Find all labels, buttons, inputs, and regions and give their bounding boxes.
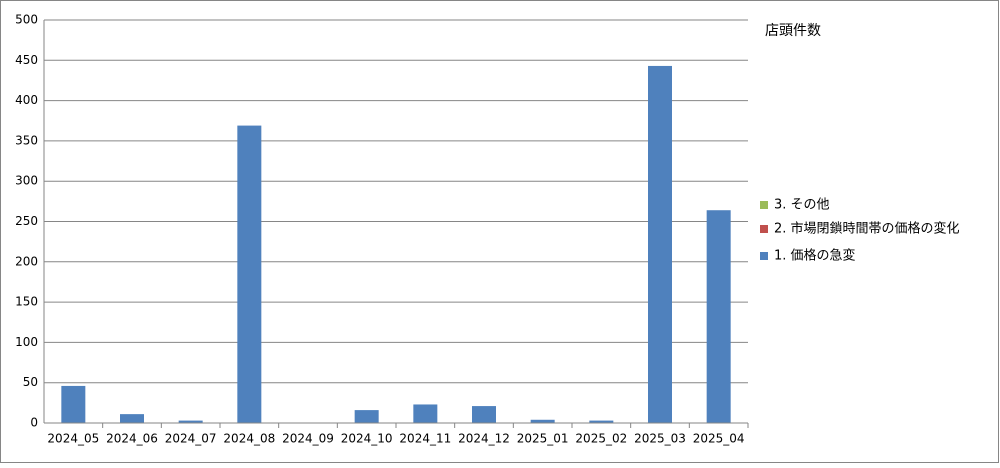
y-tick-label: 150 xyxy=(15,295,38,309)
x-tick-label: 2025_01 xyxy=(517,432,569,446)
legend-swatch xyxy=(760,252,768,260)
x-tick-label: 2024_07 xyxy=(165,432,217,446)
y-tick-label: 250 xyxy=(15,214,38,228)
bar xyxy=(178,420,203,423)
y-tick-label: 0 xyxy=(30,416,38,430)
y-tick-label: 350 xyxy=(15,133,38,147)
x-tick-label: 2025_04 xyxy=(693,432,745,446)
bar xyxy=(648,65,672,423)
bar xyxy=(354,410,379,423)
bar xyxy=(589,420,614,423)
y-tick-label: 100 xyxy=(15,335,38,349)
y-tick-label: 450 xyxy=(15,53,38,67)
x-tick-label: 2024_11 xyxy=(399,432,451,446)
x-tick-label: 2024_08 xyxy=(223,432,275,446)
bar xyxy=(706,210,731,423)
bar xyxy=(61,385,86,423)
y-tick-label: 500 xyxy=(15,13,38,27)
x-tick-label: 2024_05 xyxy=(47,432,99,446)
bar xyxy=(237,125,262,423)
x-tick-label: 2024_10 xyxy=(341,432,393,446)
x-tick-label: 2024_12 xyxy=(458,432,510,446)
x-tick-label: 2025_02 xyxy=(575,432,627,446)
legend-label: 2. 市場閉鎖時間帯の価格の変化 xyxy=(774,221,960,237)
y-tick-label: 400 xyxy=(15,93,38,107)
chart-title: 店頭件数 xyxy=(765,23,821,39)
legend-swatch xyxy=(760,225,768,233)
bar xyxy=(413,404,438,423)
x-tick-label: 2024_09 xyxy=(282,432,334,446)
bar xyxy=(120,414,144,423)
x-tick-label: 2025_03 xyxy=(634,432,686,446)
legend-label: 3. その他 xyxy=(774,198,830,213)
y-tick-label: 300 xyxy=(15,174,38,188)
y-tick-label: 50 xyxy=(23,375,38,389)
x-tick-label: 2024_06 xyxy=(106,432,158,446)
bar xyxy=(530,419,555,423)
y-tick-label: 200 xyxy=(15,254,38,268)
legend-label: 1. 価格の急変 xyxy=(774,248,856,264)
legend-swatch xyxy=(760,201,768,209)
bar xyxy=(472,406,496,423)
